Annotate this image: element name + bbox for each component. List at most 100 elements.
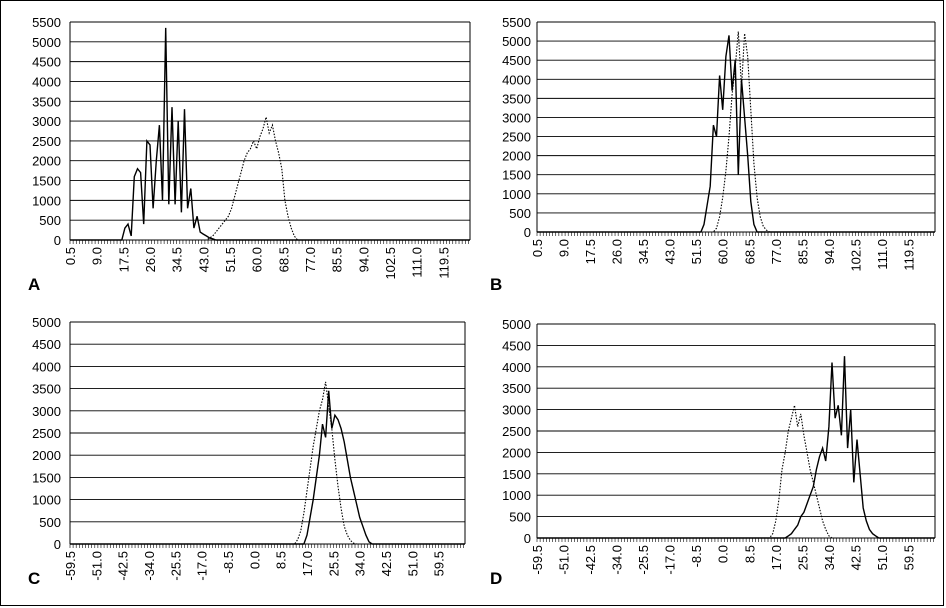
y-tick-label: 1500 [32, 470, 61, 485]
x-tick-label: 0.0 [716, 545, 731, 563]
y-tick-label: 0 [54, 233, 61, 248]
x-tick-label: -42.5 [583, 545, 598, 575]
x-tick-label: 17.0 [769, 545, 784, 570]
x-tick-label: 77.0 [303, 247, 318, 272]
y-tick-label: 1000 [502, 488, 531, 503]
x-tick-label: 8.5 [274, 551, 289, 569]
x-tick-label: -51.0 [89, 551, 104, 581]
series-line-solid [537, 35, 935, 233]
y-tick-label: 3000 [32, 404, 61, 419]
y-tick-label: 5500 [32, 15, 61, 30]
y-tick-label: 4500 [502, 53, 531, 68]
y-tick-label: 5000 [502, 317, 531, 332]
y-tick-label: 0 [54, 537, 61, 552]
x-tick-label: -34.0 [610, 545, 625, 575]
x-tick-label: 59.5 [901, 545, 916, 570]
x-tick-label: 85.5 [330, 247, 345, 272]
y-tick-label: 1500 [502, 467, 531, 482]
series-line-dotted [70, 116, 470, 241]
x-tick-label: 94.0 [356, 247, 371, 272]
x-tick-label: -8.5 [221, 551, 236, 573]
y-tick-label: 4000 [502, 72, 531, 87]
y-tick-label: 3000 [32, 114, 61, 129]
y-tick-label: 4000 [32, 74, 61, 89]
x-tick-label: 26.0 [610, 239, 625, 264]
series-line-solid [70, 27, 470, 241]
y-tick-label: 1000 [502, 187, 531, 202]
x-tick-label: 102.5 [848, 239, 863, 272]
x-tick-label: 111.0 [410, 247, 425, 278]
y-tick-label: 2000 [502, 445, 531, 460]
panel-label: C [28, 569, 40, 588]
x-tick-label: 51.0 [405, 551, 420, 576]
y-tick-label: 500 [39, 213, 61, 228]
y-tick-label: 3500 [32, 94, 61, 109]
y-tick-label: 2000 [32, 448, 61, 463]
y-tick-label: 3000 [502, 110, 531, 125]
y-tick-label: 4500 [502, 338, 531, 353]
x-tick-label: 119.5 [901, 239, 916, 271]
y-tick-label: 5000 [32, 315, 61, 330]
y-tick-label: 0 [524, 531, 531, 546]
y-tick-label: 500 [509, 206, 531, 221]
x-tick-label: 25.5 [795, 545, 810, 570]
series-line-solid [537, 356, 935, 539]
x-tick-label: 34.5 [170, 247, 185, 272]
x-tick-label: 51.0 [875, 545, 890, 570]
y-tick-label: 2500 [32, 426, 61, 441]
panel-label: D [490, 569, 502, 588]
x-tick-label: 8.5 [742, 545, 757, 563]
x-tick-label: 102.5 [383, 247, 398, 280]
x-tick-label: 42.5 [848, 545, 863, 570]
y-tick-label: 1000 [32, 493, 61, 508]
y-tick-label: 2500 [32, 134, 61, 149]
x-tick-label: 17.5 [583, 239, 598, 264]
y-tick-label: 1500 [32, 174, 61, 189]
x-tick-label: -34.0 [142, 551, 157, 581]
y-tick-label: 4000 [502, 360, 531, 375]
x-tick-label: 51.5 [689, 239, 704, 264]
x-tick-label: 43.0 [663, 239, 678, 264]
y-tick-label: 3500 [502, 381, 531, 396]
chart-panel-a: 0 500 1000 1500 2000 2500 3000 3500 4000 4500 5000… [28, 15, 471, 294]
x-tick-label: 119.5 [436, 247, 451, 279]
x-tick-label: 17.5 [116, 247, 131, 272]
y-tick-label: 5000 [32, 35, 61, 50]
x-tick-label: 43.0 [196, 247, 211, 272]
y-tick-label: 2500 [502, 424, 531, 439]
y-tick-label: 4500 [32, 337, 61, 352]
x-tick-label: -8.5 [689, 545, 704, 567]
x-tick-label: 0.0 [247, 551, 262, 569]
x-tick-label: -51.0 [557, 545, 572, 575]
x-tick-label: 9.0 [557, 239, 572, 257]
chart-panel-b: 0 500 1000 1500 2000 2500 3000 3500 4000 4500 5000… [490, 15, 936, 294]
y-tick-label: 2000 [32, 154, 61, 169]
x-tick-label: 17.0 [300, 551, 315, 576]
x-tick-label: 42.5 [379, 551, 394, 576]
x-tick-label: 68.5 [276, 247, 291, 272]
x-tick-label: -25.5 [168, 551, 183, 581]
y-tick-label: 500 [39, 515, 61, 530]
x-tick-label: 0.5 [530, 239, 545, 257]
x-tick-label: 60.0 [716, 239, 731, 264]
x-tick-label: 60.0 [250, 247, 265, 272]
y-tick-label: 1000 [32, 193, 61, 208]
series-line-dotted [70, 381, 465, 545]
panel-label: B [490, 275, 502, 294]
y-tick-label: 4000 [32, 359, 61, 374]
x-tick-label: 26.0 [143, 247, 158, 272]
chart-panel-c: 0 500 1000 1500 2000 2500 3000 3500 4000 4500 5000… [28, 315, 466, 588]
x-tick-label: 59.5 [432, 551, 447, 576]
y-tick-label: 4500 [32, 55, 61, 70]
x-tick-label: 85.5 [795, 239, 810, 264]
y-tick-label: 2500 [502, 130, 531, 145]
x-tick-label: 68.5 [742, 239, 757, 264]
x-tick-label: 9.0 [90, 247, 105, 265]
x-tick-label: -17.0 [663, 545, 678, 575]
y-tick-label: 5500 [502, 15, 531, 30]
y-tick-label: 0 [524, 225, 531, 240]
x-tick-label: -59.5 [530, 545, 545, 575]
x-tick-label: -17.0 [195, 551, 210, 581]
series-line-dotted [537, 31, 935, 233]
